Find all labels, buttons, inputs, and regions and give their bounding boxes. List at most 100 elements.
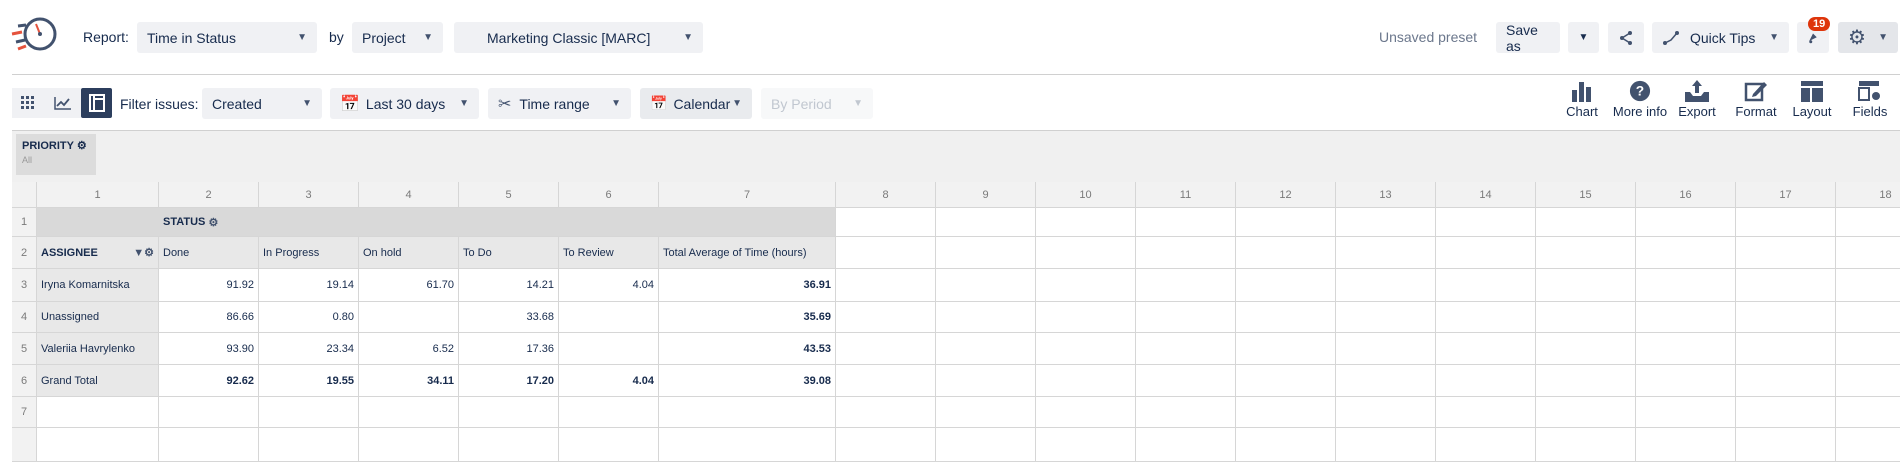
empty-cell[interactable]	[1736, 365, 1836, 397]
empty-cell[interactable]	[1436, 302, 1536, 333]
row-header[interactable]: 1	[12, 208, 37, 237]
fields-button[interactable]: Fields	[1842, 80, 1898, 119]
column-header[interactable]: 3	[259, 182, 359, 208]
column-header[interactable]: 2	[159, 182, 259, 208]
empty-cell[interactable]	[1636, 428, 1736, 462]
empty-cell[interactable]	[836, 333, 936, 365]
empty-cell[interactable]	[936, 365, 1036, 397]
empty-cell[interactable]	[1236, 237, 1336, 269]
row-header[interactable]	[12, 428, 37, 462]
layout-button[interactable]: Layout	[1784, 80, 1840, 119]
empty-cell[interactable]	[1236, 208, 1336, 237]
empty-cell[interactable]	[1136, 269, 1236, 302]
empty-cell[interactable]	[1636, 397, 1736, 428]
empty-cell[interactable]	[836, 237, 936, 269]
empty-cell[interactable]	[1036, 428, 1136, 462]
empty-cell[interactable]	[1136, 365, 1236, 397]
quick-tips-button[interactable]: Quick Tips ▼	[1652, 22, 1789, 53]
format-button[interactable]: Format	[1728, 80, 1784, 119]
column-header[interactable]: 6	[559, 182, 659, 208]
empty-cell[interactable]	[1536, 333, 1636, 365]
empty-cell[interactable]	[1736, 333, 1836, 365]
project-select[interactable]: Marketing Classic [MARC] ▼	[454, 22, 703, 53]
empty-cell[interactable]	[1736, 302, 1836, 333]
empty-cell[interactable]	[1536, 302, 1636, 333]
column-header[interactable]: 5	[459, 182, 559, 208]
row-header[interactable]: 5	[12, 333, 37, 365]
empty-cell[interactable]	[1836, 237, 1900, 269]
time-range-select[interactable]: ✂ Time range ▼	[488, 88, 631, 119]
column-header[interactable]: 15	[1536, 182, 1636, 208]
save-as-button[interactable]: Save as	[1496, 22, 1560, 54]
empty-cell[interactable]	[1436, 208, 1536, 237]
share-button[interactable]	[1608, 22, 1644, 53]
empty-cell[interactable]	[1836, 302, 1900, 333]
settings-button[interactable]: ⚙ ▼	[1838, 22, 1898, 53]
empty-cell[interactable]	[1136, 208, 1236, 237]
gear-icon[interactable]: ⚙	[208, 216, 219, 229]
empty-cell[interactable]	[836, 428, 936, 462]
empty-cell[interactable]	[1736, 237, 1836, 269]
empty-cell[interactable]	[1136, 428, 1236, 462]
gear-icon[interactable]: ⚙	[144, 247, 154, 259]
empty-cell[interactable]	[936, 428, 1036, 462]
empty-cell[interactable]	[1236, 428, 1336, 462]
empty-cell[interactable]	[1836, 269, 1900, 302]
empty-cell[interactable]	[1536, 208, 1636, 237]
empty-cell[interactable]	[1736, 428, 1836, 462]
empty-cell[interactable]	[1236, 397, 1336, 428]
column-header[interactable]: 16	[1636, 182, 1736, 208]
empty-cell[interactable]	[1336, 428, 1436, 462]
empty-cell[interactable]	[1436, 397, 1536, 428]
export-button[interactable]: Export	[1669, 80, 1725, 119]
grid-view-button[interactable]	[12, 88, 44, 118]
empty-cell[interactable]	[1336, 397, 1436, 428]
empty-cell[interactable]	[936, 208, 1036, 237]
empty-cell[interactable]	[359, 397, 459, 428]
filter-select[interactable]: Created ▼	[202, 88, 322, 119]
column-header[interactable]: 13	[1336, 182, 1436, 208]
empty-cell[interactable]	[1536, 397, 1636, 428]
empty-cell[interactable]	[1236, 302, 1336, 333]
empty-cell[interactable]	[459, 397, 559, 428]
empty-cell[interactable]	[1736, 397, 1836, 428]
empty-cell[interactable]	[659, 397, 836, 428]
column-header[interactable]: 14	[1436, 182, 1536, 208]
row-header[interactable]: 7	[12, 397, 37, 428]
empty-cell[interactable]	[459, 428, 559, 462]
empty-cell[interactable]	[559, 428, 659, 462]
report-select[interactable]: Time in Status ▼	[137, 22, 317, 53]
empty-cell[interactable]	[1636, 269, 1736, 302]
empty-cell[interactable]	[1136, 237, 1236, 269]
empty-cell[interactable]	[1136, 333, 1236, 365]
empty-cell[interactable]	[836, 269, 936, 302]
empty-cell[interactable]	[1536, 237, 1636, 269]
empty-cell[interactable]	[1336, 237, 1436, 269]
empty-cell[interactable]	[37, 397, 159, 428]
empty-cell[interactable]	[1736, 269, 1836, 302]
chart-button[interactable]: Chart	[1554, 80, 1610, 119]
more-info-button[interactable]: ? More info	[1612, 80, 1668, 119]
empty-cell[interactable]	[1836, 333, 1900, 365]
gear-icon[interactable]: ⚙	[76, 140, 87, 152]
empty-cell[interactable]	[659, 428, 836, 462]
empty-cell[interactable]	[1636, 365, 1736, 397]
empty-cell[interactable]	[1036, 397, 1136, 428]
empty-cell[interactable]	[359, 428, 459, 462]
empty-cell[interactable]	[1336, 269, 1436, 302]
empty-cell[interactable]	[936, 269, 1036, 302]
column-header[interactable]: 18	[1836, 182, 1900, 208]
calendar-select[interactable]: 📅 Calendar ▼	[640, 88, 752, 119]
empty-cell[interactable]	[1036, 302, 1136, 333]
column-header[interactable]: 11	[1136, 182, 1236, 208]
empty-cell[interactable]	[1636, 237, 1736, 269]
empty-cell[interactable]	[1236, 333, 1336, 365]
column-header[interactable]: 12	[1236, 182, 1336, 208]
empty-cell[interactable]	[1736, 208, 1836, 237]
column-header[interactable]: 10	[1036, 182, 1136, 208]
empty-cell[interactable]	[936, 302, 1036, 333]
empty-cell[interactable]	[1436, 428, 1536, 462]
chart-view-button[interactable]	[44, 88, 81, 118]
empty-cell[interactable]	[936, 397, 1036, 428]
priority-filter-chip[interactable]: PRIORITY ⚙ All	[16, 134, 96, 175]
